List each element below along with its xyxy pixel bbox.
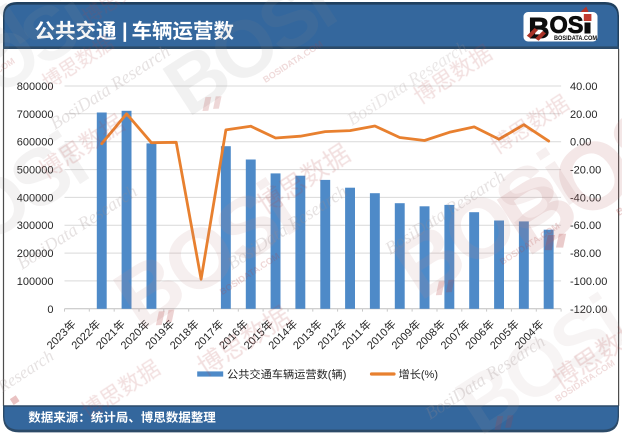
svg-text:-60.00: -60.00 [570,220,601,232]
svg-text:): ) [343,369,347,381]
svg-text:700000: 700000 [17,109,54,121]
svg-text:-100.00: -100.00 [570,276,607,288]
svg-text:100000: 100000 [17,276,54,288]
svg-text:-80.00: -80.00 [570,248,601,260]
svg-text:2011: 2011 [340,327,365,352]
svg-text:2008: 2008 [414,326,440,352]
svg-text:2007: 2007 [439,326,465,352]
svg-text:BOSIDATA.COM: BOSIDATA.COM [554,35,597,42]
svg-text:2014: 2014 [266,326,292,352]
svg-text:2023: 2023 [45,326,71,352]
svg-text:BOSi: BOSi [0,117,100,289]
svg-text:800000: 800000 [17,81,54,93]
svg-text:(: ( [328,369,332,381]
svg-text:40.00: 40.00 [570,81,598,93]
svg-text:600000: 600000 [17,137,54,149]
svg-text:-20.00: -20.00 [570,165,601,177]
svg-text:0: 0 [47,304,53,316]
svg-text:2013: 2013 [291,326,317,352]
svg-text:2021: 2021 [94,326,120,352]
svg-text:-120.00: -120.00 [570,304,607,316]
svg-text:-40.00: -40.00 [570,192,601,204]
svg-text:OS: OS [550,12,584,39]
svg-text:B: B [529,13,550,45]
svg-text:200000: 200000 [17,248,54,260]
svg-text:2009: 2009 [390,326,416,352]
svg-text:|: | [122,21,128,43]
svg-text:2022: 2022 [69,326,95,352]
svg-text:2010: 2010 [365,326,391,352]
svg-text:0.00: 0.00 [570,137,591,149]
svg-text:(%): (%) [421,369,438,381]
svg-text:400000: 400000 [17,192,54,204]
svg-text:300000: 300000 [17,220,54,232]
svg-text:20.00: 20.00 [570,109,598,121]
svg-text:2012: 2012 [316,326,342,352]
